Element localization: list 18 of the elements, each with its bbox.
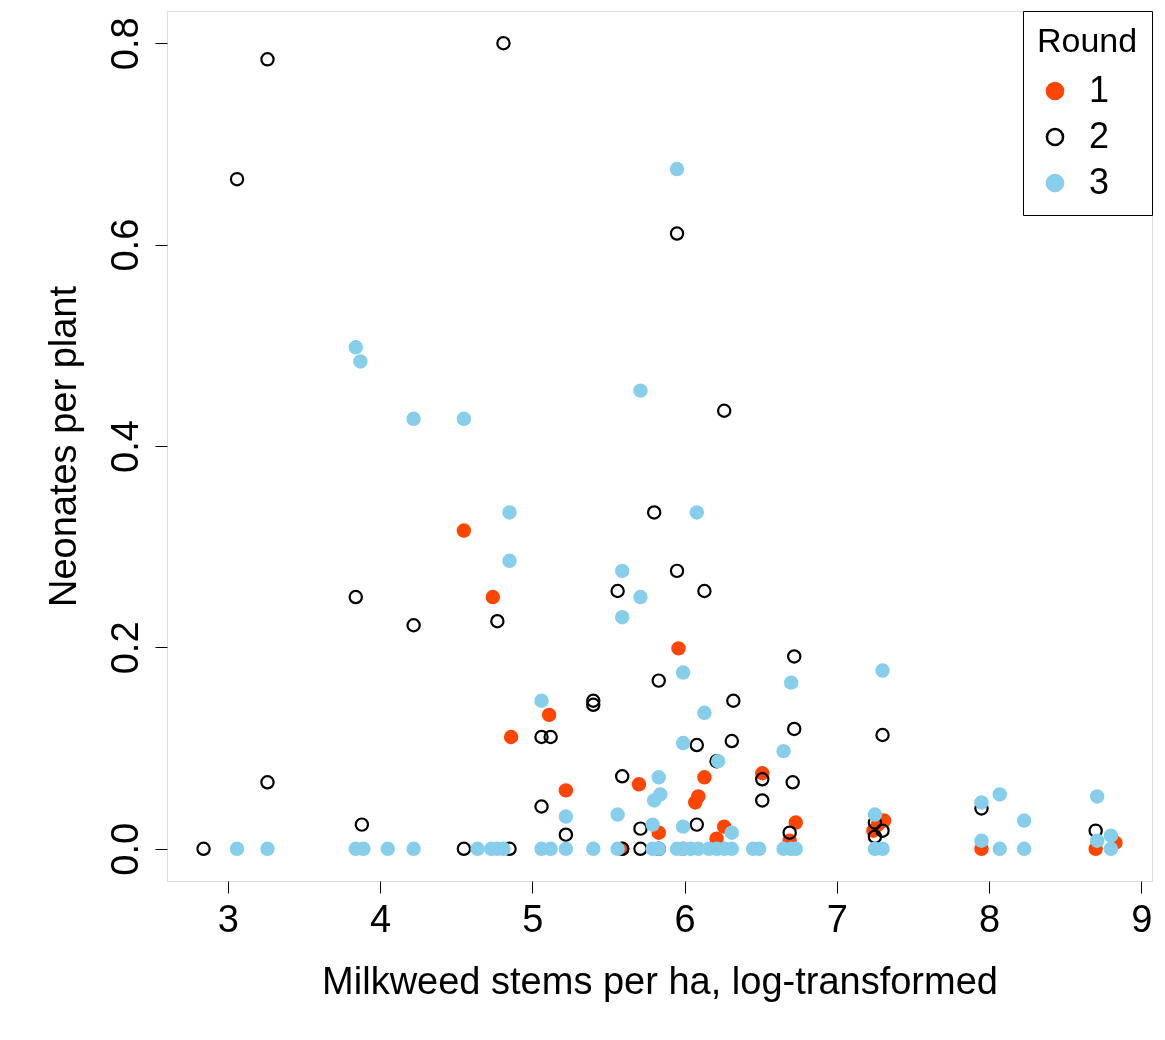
x-tick-label: 5 <box>522 897 544 940</box>
y-tick-label: 0.8 <box>103 17 146 71</box>
legend-label: 3 <box>1089 161 1110 202</box>
legend-label: 2 <box>1089 115 1110 156</box>
y-tick-label: 0.2 <box>103 621 146 675</box>
x-tick-label: 8 <box>979 897 1001 940</box>
y-tick-label: 0.0 <box>103 822 146 876</box>
x-tick-label: 4 <box>370 897 392 940</box>
y-axis-title: Neonates per plant <box>41 285 84 608</box>
x-tick-label: 3 <box>217 897 239 940</box>
x-tick-label: 7 <box>826 897 848 940</box>
y-tick-label: 0.6 <box>103 218 146 272</box>
legend-title: Round <box>1037 21 1138 59</box>
x-tick-label: 9 <box>1131 897 1153 940</box>
x-tick-label: 6 <box>674 897 696 940</box>
legend-label: 1 <box>1089 69 1110 110</box>
y-tick-label: 0.4 <box>103 420 146 473</box>
x-axis-title: Milkweed stems per ha, log-transformed <box>322 959 998 1002</box>
